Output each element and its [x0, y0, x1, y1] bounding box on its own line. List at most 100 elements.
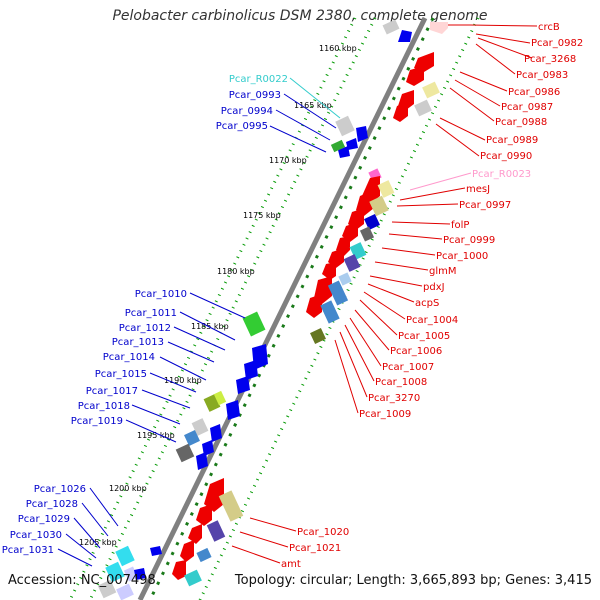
gene-label[interactable]: Pcar_1020 [297, 527, 349, 538]
gene-label[interactable]: amt [281, 559, 301, 570]
gene-box[interactable] [115, 545, 135, 567]
gene-label[interactable]: Pcar_1030 [10, 530, 62, 541]
gene-box[interactable] [377, 180, 395, 198]
gene-label[interactable]: Pcar_1014 [103, 352, 155, 363]
gene-box[interactable] [310, 328, 326, 344]
gene-label[interactable]: Pcar_3268 [524, 54, 576, 65]
leader-line [449, 87, 495, 122]
gene-arrow[interactable] [244, 360, 258, 380]
leader-line [149, 372, 197, 393]
gene-label[interactable]: Pcar_1007 [382, 362, 434, 373]
gene-label[interactable]: mesJ [466, 184, 490, 195]
gene-label[interactable]: Pcar_1029 [18, 514, 70, 525]
gene-arrow[interactable] [210, 424, 222, 442]
gene-label[interactable]: Pcar_1018 [78, 401, 130, 412]
gene-box[interactable] [335, 115, 355, 137]
gene-box[interactable] [218, 490, 244, 522]
gene-label[interactable]: Pcar_0999 [443, 235, 495, 246]
gene-arrow[interactable] [150, 546, 162, 556]
gene-label[interactable]: pdxJ [423, 282, 445, 293]
gene-box[interactable] [422, 81, 440, 99]
gene-label[interactable]: Pcar_0989 [486, 135, 538, 146]
gene-box[interactable] [97, 579, 117, 599]
gene-label[interactable]: Pcar_1000 [436, 251, 488, 262]
gene-box[interactable] [414, 99, 432, 117]
gene-label[interactable]: Pcar_R0022 [229, 74, 288, 85]
gene-box[interactable] [338, 272, 352, 286]
gene-box[interactable] [116, 583, 134, 600]
gene-arrow[interactable] [196, 452, 208, 470]
gene-arrow[interactable] [346, 138, 358, 150]
gene-arrow[interactable] [188, 524, 202, 544]
gene-box[interactable] [175, 443, 195, 463]
gene-box[interactable] [191, 418, 209, 436]
gene-arrow[interactable] [196, 504, 212, 526]
gene-arrow[interactable] [306, 294, 322, 318]
gene-arrow[interactable] [172, 560, 186, 580]
gene-box[interactable] [206, 520, 226, 542]
gene-arrow[interactable] [398, 30, 412, 42]
leader-line [374, 261, 429, 271]
gene-box[interactable] [330, 139, 346, 153]
gene-box[interactable] [196, 547, 212, 563]
gene-arrow[interactable] [180, 540, 194, 562]
gene-label[interactable]: glmM [429, 266, 457, 277]
gene-label[interactable]: folP [451, 220, 469, 231]
gene-label[interactable]: Pcar_3270 [368, 393, 420, 404]
gene-arrow[interactable] [236, 376, 250, 394]
gene-arrow[interactable] [414, 52, 434, 72]
gene-label[interactable]: Pcar_0993 [229, 90, 281, 101]
gene-box[interactable] [382, 19, 400, 35]
gene-box[interactable] [359, 226, 375, 242]
gene-box[interactable] [105, 561, 125, 583]
gene-label[interactable]: Pcar_1026 [34, 484, 86, 495]
gene-arrow[interactable] [430, 22, 448, 34]
gene-box[interactable] [327, 280, 349, 306]
gene-box[interactable] [184, 430, 200, 446]
gene-label[interactable]: Pcar_1028 [26, 499, 78, 510]
gene-box[interactable] [343, 254, 361, 272]
gene-box[interactable] [369, 195, 389, 217]
gene-label[interactable]: Pcar_0982 [531, 38, 583, 49]
gene-arrow[interactable] [406, 66, 424, 86]
gene-label[interactable]: Pcar_1031 [2, 545, 54, 556]
gene-label[interactable]: Pcar_1012 [119, 323, 171, 334]
gene-label[interactable]: Pcar_1006 [390, 346, 442, 357]
gene-label[interactable]: Pcar_0987 [501, 102, 553, 113]
gene-label[interactable]: Pcar_0986 [508, 87, 560, 98]
gene-label[interactable]: Pcar_0983 [516, 70, 568, 81]
gene-label[interactable]: Pcar_1011 [125, 308, 177, 319]
gene-label[interactable]: Pcar_0990 [480, 151, 532, 162]
gene-label[interactable]: Pcar_1017 [86, 386, 138, 397]
gene-label[interactable]: Pcar_0988 [495, 117, 547, 128]
gene-arrow[interactable] [322, 262, 336, 280]
gene-label[interactable]: Pcar_1005 [398, 331, 450, 342]
gene-label[interactable]: Pcar_0994 [221, 106, 273, 117]
gene-box[interactable] [320, 300, 340, 324]
gene-label[interactable]: Pcar_1004 [406, 315, 458, 326]
gene-arrow[interactable] [134, 568, 146, 580]
gene-label[interactable]: Pcar_1013 [112, 337, 164, 348]
gene-box[interactable] [364, 214, 380, 230]
gene-label[interactable]: Pcar_0995 [216, 121, 268, 132]
gene-arrow[interactable] [356, 126, 368, 142]
gene-label[interactable]: Pcar_1008 [375, 377, 427, 388]
gene-label[interactable]: Pcar_1019 [71, 416, 123, 427]
gene-label[interactable]: Pcar_1010 [135, 289, 187, 300]
gene-label[interactable]: Pcar_1021 [289, 543, 341, 554]
gene-arrow[interactable] [202, 440, 214, 456]
gene-box[interactable] [242, 311, 266, 337]
gene-label[interactable]: Pcar_R0023 [472, 169, 531, 180]
gene-arrow[interactable] [226, 400, 240, 420]
gene-label[interactable]: Pcar_0997 [459, 200, 511, 211]
gene-label[interactable]: crcB [538, 22, 560, 33]
gene-label[interactable]: Pcar_1015 [95, 369, 147, 380]
gene-label[interactable]: Pcar_1009 [359, 409, 411, 420]
gene-box[interactable] [184, 569, 202, 587]
gene-label[interactable]: acpS [415, 298, 439, 309]
leader-line [448, 24, 538, 27]
gene-arrow[interactable] [393, 102, 408, 122]
gene-box[interactable] [213, 390, 227, 406]
gene-arrow[interactable] [204, 478, 224, 512]
leader-line [289, 77, 341, 119]
